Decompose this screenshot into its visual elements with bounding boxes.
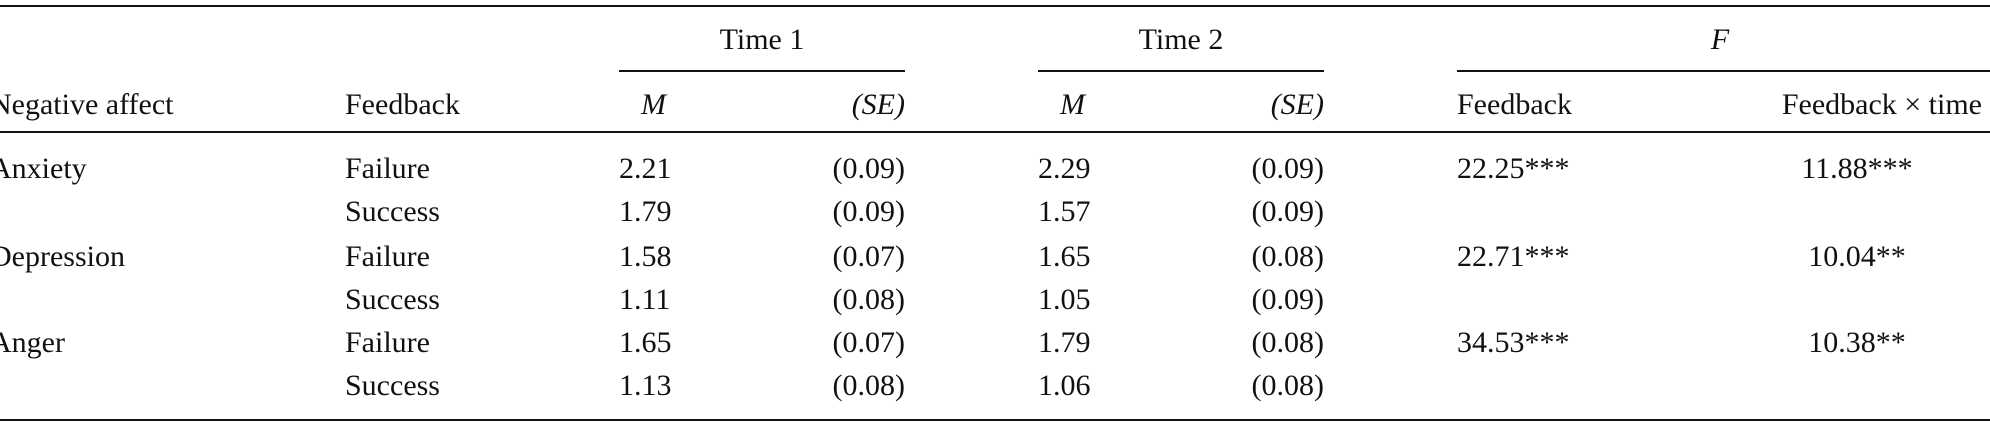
f-value: 34.53*** — [1457, 326, 1570, 359]
cell: (0.08) — [1252, 240, 1324, 273]
affect-label: Anger — [0, 326, 65, 359]
feedback-label: Failure — [345, 240, 430, 273]
cell: (0.09) — [1252, 152, 1324, 185]
affect-label: Anxiety — [0, 152, 87, 185]
cell: 1.79 — [1038, 326, 1091, 359]
cell: (0.08) — [1252, 326, 1324, 359]
column-header: M — [1059, 88, 1087, 121]
affect-label: Depression — [0, 240, 125, 273]
cell: (0.08) — [1252, 369, 1324, 402]
cell: (0.08) — [833, 283, 905, 316]
feedback-label: Success — [345, 195, 440, 228]
group-header: F — [1710, 23, 1730, 56]
f-value: 22.25*** — [1457, 152, 1570, 185]
column-header: (SE) — [852, 88, 905, 121]
cell: (0.09) — [1252, 283, 1324, 316]
column-header: M — [640, 88, 668, 121]
cell: (0.07) — [833, 326, 905, 359]
f-value: 11.88*** — [1801, 152, 1912, 185]
feedback-label: Failure — [345, 152, 430, 185]
column-header: Negative affect — [0, 88, 174, 121]
cell: 2.21 — [619, 152, 672, 185]
group-header: Time 1 — [720, 23, 805, 56]
cell: 1.06 — [1038, 369, 1091, 402]
feedback-label: Failure — [345, 326, 430, 359]
cell: 1.58 — [619, 240, 672, 273]
cell: 1.11 — [619, 283, 670, 316]
f-value: 10.38** — [1808, 326, 1906, 359]
cell: (0.09) — [1252, 195, 1324, 228]
cell: (0.09) — [833, 152, 905, 185]
cell: (0.09) — [833, 195, 905, 228]
cell: 1.65 — [1038, 240, 1091, 273]
cell: (0.08) — [833, 369, 905, 402]
cell: 1.13 — [619, 369, 672, 402]
cell: 1.57 — [1038, 195, 1091, 228]
group-header: Time 2 — [1139, 23, 1224, 56]
cell: 2.29 — [1038, 152, 1091, 185]
column-header: Feedback — [1457, 88, 1572, 121]
feedback-label: Success — [345, 369, 440, 402]
cell: 1.65 — [619, 326, 672, 359]
feedback-label: Success — [345, 283, 440, 316]
column-header: Feedback × time — [1782, 88, 1982, 121]
f-value: 10.04** — [1808, 240, 1906, 273]
cell: (0.07) — [833, 240, 905, 273]
cell: 1.05 — [1038, 283, 1091, 316]
column-header: Feedback — [345, 88, 460, 121]
column-header: (SE) — [1271, 88, 1324, 121]
cell: 1.79 — [619, 195, 672, 228]
f-value: 22.71*** — [1457, 240, 1570, 273]
